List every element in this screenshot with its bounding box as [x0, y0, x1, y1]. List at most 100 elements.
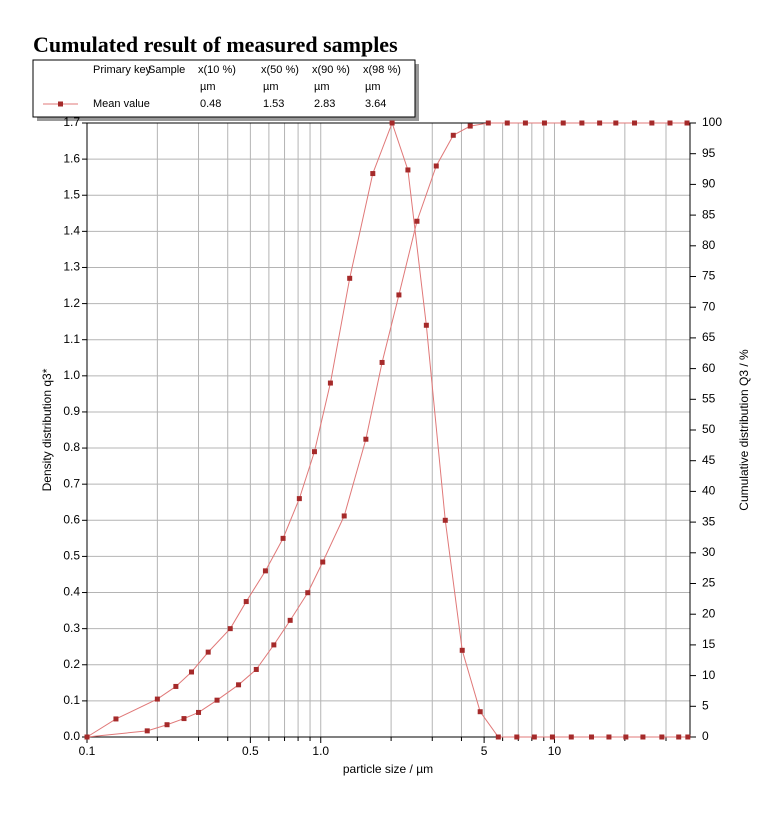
y2-tick-label: 85	[702, 207, 716, 221]
y-tick-label: 0.2	[63, 657, 80, 671]
data-point	[214, 697, 220, 703]
data-point	[296, 496, 302, 502]
y2-tick-label: 80	[702, 238, 716, 252]
legend-header: x(10 %)	[198, 64, 236, 76]
data-point	[459, 647, 465, 653]
data-point	[676, 734, 682, 740]
data-point	[684, 120, 690, 126]
series-line	[86, 121, 688, 738]
legend-header: x(50 %)	[261, 64, 299, 76]
data-point	[467, 123, 473, 129]
y-tick-label: 0.1	[63, 693, 80, 707]
x-tick-label: 10	[548, 744, 562, 758]
y-tick-label: 1.6	[63, 151, 80, 165]
y-axis-label: Density distribution q3*	[40, 368, 54, 491]
data-point	[522, 120, 528, 126]
chart-title: Cumulated result of measured samples	[33, 32, 398, 57]
y2-tick-label: 70	[702, 299, 716, 313]
y2-tick-label: 30	[702, 545, 716, 559]
data-point	[504, 120, 510, 126]
legend-cell: 0.48	[200, 98, 221, 110]
data-point	[271, 642, 277, 648]
y-tick-label: 0.0	[63, 729, 80, 743]
legend-cell: 1.53	[263, 98, 284, 110]
data-point	[588, 734, 594, 740]
data-point	[606, 734, 612, 740]
y-tick-label: 1.2	[63, 296, 80, 310]
y2-tick-label: 45	[702, 453, 716, 467]
data-point	[667, 120, 673, 126]
data-point	[262, 568, 268, 574]
legend-box	[32, 59, 416, 118]
y-tick-label: 0.3	[63, 621, 80, 635]
data-point	[514, 734, 520, 740]
data-point	[347, 275, 353, 281]
legend-unit: µm	[365, 81, 381, 93]
y2-tick-label: 55	[702, 391, 716, 405]
y2-tick-label: 40	[702, 484, 716, 498]
data-point	[613, 120, 619, 126]
data-point	[579, 120, 585, 126]
data-point	[477, 709, 483, 715]
data-point	[450, 132, 456, 138]
data-point	[363, 436, 369, 442]
data-point	[311, 449, 317, 455]
y2-tick-label: 10	[702, 668, 716, 682]
legend-header: x(90 %)	[312, 64, 350, 76]
data-point	[227, 626, 233, 632]
y-tick-label: 1.4	[63, 224, 80, 238]
legend-unit: µm	[314, 81, 330, 93]
data-point	[640, 734, 646, 740]
y-tick-label: 0.4	[63, 585, 80, 599]
y2-tick-label: 15	[702, 637, 716, 651]
data-point	[379, 359, 385, 365]
data-point	[84, 734, 90, 740]
data-point	[549, 734, 555, 740]
data-point	[396, 292, 402, 298]
data-point	[370, 171, 376, 177]
data-point	[632, 120, 638, 126]
data-point	[280, 535, 286, 541]
y-tick-label: 0.8	[63, 440, 80, 454]
data-point	[597, 120, 603, 126]
data-point	[541, 120, 547, 126]
legend-unit: µm	[200, 81, 216, 93]
data-point	[243, 599, 249, 605]
y-tick-label: 1.0	[63, 368, 80, 382]
legend-cell: 2.83	[314, 98, 335, 110]
data-point	[649, 120, 655, 126]
y-tick-label: 1.5	[63, 187, 80, 201]
data-point	[495, 734, 501, 740]
data-point	[685, 734, 691, 740]
x-tick-label: 0.1	[79, 744, 96, 758]
y2-tick-label: 25	[702, 576, 716, 590]
data-point	[253, 666, 259, 672]
data-point	[181, 716, 187, 722]
data-point	[164, 722, 170, 728]
y-tick-label: 1.1	[63, 332, 80, 346]
y2-tick-label: 20	[702, 606, 716, 620]
y-tick-label: 1.7	[63, 115, 80, 129]
data-point	[305, 590, 311, 596]
y2-tick-label: 35	[702, 514, 716, 528]
legend-unit: µm	[263, 81, 279, 93]
data-point	[623, 734, 629, 740]
data-point	[560, 120, 566, 126]
y-tick-label: 0.6	[63, 512, 80, 526]
data-point	[531, 734, 537, 740]
data-point	[189, 669, 195, 675]
y2-tick-label: 0	[702, 729, 709, 743]
y-tick-label: 0.5	[63, 549, 80, 563]
data-point	[205, 649, 211, 655]
y2-tick-label: 90	[702, 177, 716, 191]
y2-tick-label: 95	[702, 146, 716, 160]
plot-frame	[86, 122, 691, 738]
x-axis-label: particle size / µm	[343, 762, 433, 776]
y2-tick-label: 65	[702, 330, 716, 344]
data-point	[659, 734, 665, 740]
data-point	[405, 167, 411, 173]
y2-tick-label: 50	[702, 422, 716, 436]
legend-header: Primary key	[93, 64, 152, 76]
data-point	[433, 163, 439, 169]
y2-axis-label: Cumulative distribution Q3 / %	[737, 349, 751, 511]
